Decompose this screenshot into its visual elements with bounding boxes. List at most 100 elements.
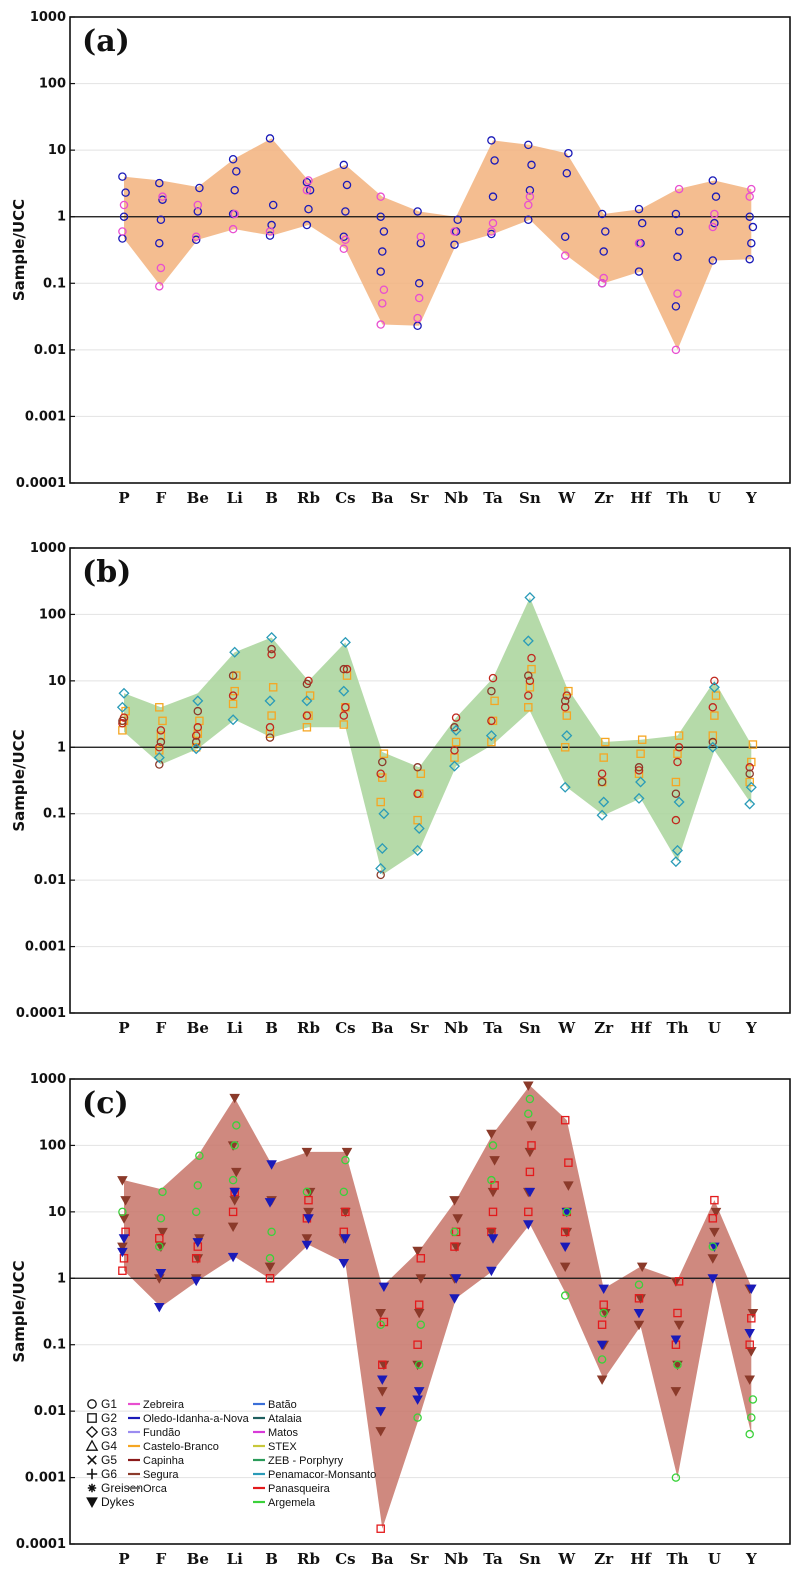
data-point bbox=[193, 706, 203, 716]
data-point bbox=[450, 746, 459, 755]
data-point bbox=[155, 238, 164, 248]
data-point bbox=[671, 844, 684, 856]
data-point bbox=[375, 1427, 386, 1437]
data-point bbox=[487, 1175, 496, 1185]
data-point bbox=[745, 769, 754, 778]
data-point bbox=[671, 777, 681, 787]
legend-symbol-label: G4 bbox=[101, 1439, 117, 1453]
x-category-label: F bbox=[156, 1550, 167, 1568]
data-point bbox=[746, 1347, 757, 1357]
data-point bbox=[157, 1227, 168, 1238]
data-point bbox=[228, 691, 238, 700]
data-point bbox=[673, 1308, 682, 1318]
data-point bbox=[636, 749, 645, 758]
data-point bbox=[191, 232, 201, 242]
data-point bbox=[229, 1093, 240, 1104]
x-category-label: Ta bbox=[483, 1550, 503, 1568]
legend-label: Atalaia bbox=[268, 1413, 303, 1425]
x-category-label: P bbox=[118, 1550, 129, 1568]
data-point bbox=[117, 1242, 128, 1253]
data-point bbox=[450, 1227, 459, 1237]
data-point bbox=[708, 703, 718, 712]
data-point bbox=[376, 192, 385, 201]
data-point bbox=[748, 222, 758, 232]
data-point bbox=[413, 822, 425, 834]
data-point bbox=[119, 1254, 129, 1263]
data-point bbox=[339, 720, 349, 729]
data-point bbox=[488, 192, 498, 201]
plot-frame bbox=[69, 16, 791, 484]
x-category-label: Rb bbox=[297, 1019, 320, 1037]
y-tick-label: 0.01 bbox=[34, 343, 66, 358]
x-category-label: Sn bbox=[519, 1019, 541, 1037]
data-point bbox=[341, 1147, 353, 1158]
x-category-label: Y bbox=[745, 1550, 757, 1568]
x-category-label: Nb bbox=[444, 1019, 468, 1037]
data-point bbox=[412, 844, 424, 856]
data-point bbox=[156, 215, 166, 225]
data-point bbox=[744, 798, 756, 810]
data-point bbox=[448, 760, 461, 772]
data-point bbox=[378, 757, 387, 767]
data-point bbox=[450, 724, 462, 736]
data-point bbox=[488, 1141, 498, 1150]
data-point bbox=[156, 726, 166, 735]
data-point bbox=[193, 207, 203, 216]
data-point bbox=[378, 773, 387, 782]
data-point bbox=[673, 289, 682, 298]
data-point bbox=[562, 691, 572, 700]
data-point bbox=[562, 168, 572, 178]
data-point bbox=[601, 737, 610, 747]
data-point bbox=[453, 215, 462, 225]
data-point bbox=[193, 729, 203, 738]
data-point bbox=[195, 183, 204, 193]
x-category-label: Li bbox=[227, 489, 244, 507]
data-point bbox=[339, 711, 349, 720]
data-point bbox=[598, 1284, 609, 1294]
data-point bbox=[116, 701, 128, 713]
plot-frame bbox=[69, 547, 791, 1014]
x-category-label: Y bbox=[745, 1019, 757, 1037]
data-point bbox=[564, 686, 573, 696]
data-point bbox=[523, 1081, 534, 1091]
data-point bbox=[376, 267, 385, 276]
data-point bbox=[227, 714, 239, 726]
data-point bbox=[339, 160, 349, 170]
legend-symbol bbox=[87, 1455, 97, 1465]
x-category-label: U bbox=[708, 1550, 721, 1568]
data-point bbox=[376, 1320, 385, 1329]
x-category-label: Sn bbox=[519, 1550, 541, 1568]
x-category-label: Th bbox=[666, 1019, 688, 1037]
data-point bbox=[154, 1302, 165, 1313]
y-tick-label: 0.1 bbox=[43, 807, 66, 822]
data-point bbox=[118, 716, 127, 726]
data-point bbox=[524, 200, 533, 210]
data-point bbox=[449, 1294, 460, 1304]
legend-label: Batão bbox=[268, 1399, 297, 1411]
data-point bbox=[671, 345, 681, 355]
data-point bbox=[231, 1167, 242, 1178]
y-tick-label: 1 bbox=[57, 740, 66, 755]
x-category-label: P bbox=[118, 1019, 129, 1037]
data-point bbox=[267, 644, 276, 654]
data-point bbox=[488, 673, 498, 683]
data-point bbox=[487, 686, 496, 696]
y-tick-label: 0.0001 bbox=[16, 1006, 66, 1021]
y-tick-label: 100 bbox=[39, 1138, 66, 1153]
data-point bbox=[375, 1309, 386, 1319]
data-point bbox=[378, 808, 390, 820]
data-point bbox=[525, 192, 535, 201]
data-point bbox=[376, 212, 385, 221]
data-point bbox=[524, 703, 533, 712]
data-point bbox=[415, 1274, 427, 1284]
data-point bbox=[745, 1429, 754, 1439]
x-category-label: U bbox=[708, 1019, 721, 1037]
data-point bbox=[268, 200, 278, 210]
data-point bbox=[711, 192, 721, 201]
data-point bbox=[524, 591, 536, 603]
data-point bbox=[118, 1234, 130, 1244]
x-category-label: P bbox=[118, 489, 129, 507]
data-point bbox=[158, 192, 167, 201]
data-point bbox=[670, 856, 682, 868]
